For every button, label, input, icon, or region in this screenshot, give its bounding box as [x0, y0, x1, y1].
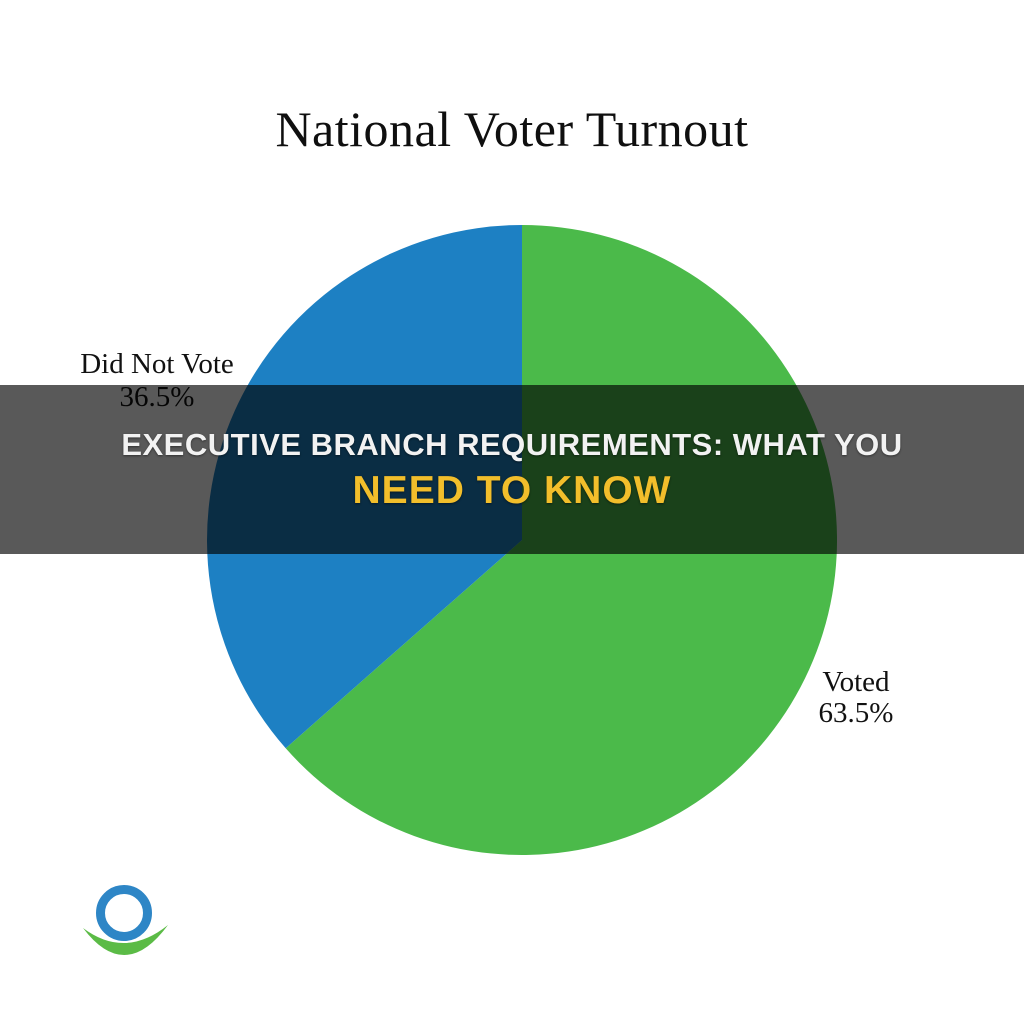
- label-voted-name: Voted: [822, 666, 890, 698]
- label-did-not-vote-name: Did Not Vote: [80, 348, 234, 380]
- page-title: National Voter Turnout: [275, 101, 749, 157]
- banner-title-line2: NEED TO KNOW: [352, 468, 672, 512]
- banner-title-line1: EXECUTIVE BRANCH REQUIREMENTS: WHAT YOU: [121, 426, 903, 462]
- label-voted: Voted 63.5%: [776, 667, 936, 729]
- brand-logo: [83, 885, 168, 956]
- banner-overlay: EXECUTIVE BRANCH REQUIREMENTS: WHAT YOU …: [0, 385, 1024, 554]
- logo-swoosh-icon: [83, 925, 168, 956]
- label-voted-percent: 63.5%: [818, 697, 894, 729]
- logo-ring-icon: [96, 885, 152, 941]
